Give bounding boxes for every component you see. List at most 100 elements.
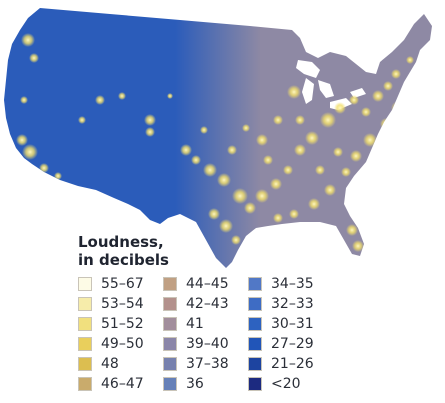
city-light-9 bbox=[118, 92, 126, 100]
legend-item: 44–45 bbox=[163, 275, 229, 293]
city-light-22 bbox=[294, 144, 306, 156]
legend-item: 34–35 bbox=[248, 275, 314, 293]
legend-item: 46–47 bbox=[78, 375, 144, 393]
city-light-54 bbox=[333, 147, 343, 157]
legend-item: 32–33 bbox=[248, 295, 314, 313]
legend-label: <20 bbox=[271, 376, 301, 392]
legend-item: 41 bbox=[163, 315, 204, 333]
legend-title: Loudness, in decibels bbox=[78, 233, 169, 269]
legend-swatch bbox=[163, 297, 177, 311]
city-light-37 bbox=[324, 184, 336, 196]
city-light-12 bbox=[167, 93, 173, 99]
legend-label: 48 bbox=[101, 356, 119, 372]
legend-item: 49–50 bbox=[78, 335, 144, 353]
legend-item: 55–67 bbox=[78, 275, 144, 293]
city-light-44 bbox=[346, 224, 358, 236]
legend-swatch bbox=[163, 277, 177, 291]
legend-label: 51–52 bbox=[101, 316, 144, 332]
legend-item: 39–40 bbox=[163, 335, 229, 353]
legend-label: 34–35 bbox=[271, 276, 314, 292]
city-light-10 bbox=[144, 114, 156, 126]
city-light-28 bbox=[372, 90, 384, 102]
legend-swatch bbox=[163, 377, 177, 391]
legend-label: 30–31 bbox=[271, 316, 314, 332]
legend-title-line2: in decibels bbox=[78, 251, 169, 269]
city-light-15 bbox=[203, 163, 217, 177]
city-light-39 bbox=[289, 209, 299, 219]
city-light-17 bbox=[232, 188, 248, 204]
legend-label: 44–45 bbox=[186, 276, 229, 292]
city-light-51 bbox=[200, 126, 208, 134]
legend-label: 32–33 bbox=[271, 296, 314, 312]
city-light-19 bbox=[255, 189, 269, 203]
legend-swatch bbox=[248, 357, 262, 371]
legend-swatch bbox=[248, 377, 262, 391]
city-light-34 bbox=[363, 133, 377, 147]
city-light-6 bbox=[54, 172, 62, 180]
city-light-48 bbox=[256, 134, 268, 146]
city-light-52 bbox=[263, 155, 273, 165]
city-light-11 bbox=[145, 127, 155, 137]
city-light-53 bbox=[315, 165, 325, 175]
contiguous-us-shape bbox=[4, 8, 432, 268]
legend-label: 49–50 bbox=[101, 336, 144, 352]
legend-item: 30–31 bbox=[248, 315, 314, 333]
city-light-47 bbox=[273, 115, 283, 125]
city-light-29 bbox=[383, 81, 393, 91]
city-light-4 bbox=[22, 144, 38, 160]
city-light-26 bbox=[349, 95, 359, 105]
legend-item: 53–54 bbox=[78, 295, 144, 313]
city-light-13 bbox=[180, 144, 192, 156]
city-light-41 bbox=[219, 219, 233, 233]
city-light-18 bbox=[244, 202, 256, 214]
city-light-45 bbox=[352, 240, 364, 252]
city-light-20 bbox=[270, 178, 282, 190]
city-light-0 bbox=[21, 33, 35, 47]
city-light-8 bbox=[95, 95, 105, 105]
legend-swatch bbox=[78, 337, 92, 351]
legend-swatch bbox=[78, 357, 92, 371]
legend-item: 27–29 bbox=[248, 335, 314, 353]
city-light-16 bbox=[217, 173, 231, 187]
legend-swatch bbox=[248, 337, 262, 351]
city-light-14 bbox=[191, 155, 201, 165]
city-light-21 bbox=[283, 165, 293, 175]
city-light-2 bbox=[20, 96, 28, 104]
city-light-36 bbox=[341, 167, 351, 177]
legend-item: 36 bbox=[163, 375, 204, 393]
legend-label: 27–29 bbox=[271, 336, 314, 352]
city-light-50 bbox=[227, 145, 237, 155]
city-light-25 bbox=[334, 102, 346, 114]
legend-title-line1: Loudness, bbox=[78, 233, 164, 251]
legend-item: 48 bbox=[78, 355, 119, 373]
legend-swatch bbox=[163, 357, 177, 371]
city-light-30 bbox=[391, 69, 401, 79]
city-light-31 bbox=[406, 56, 414, 64]
legend-label: 55–67 bbox=[101, 276, 144, 292]
legend-swatch bbox=[78, 377, 92, 391]
city-light-55 bbox=[295, 115, 305, 125]
legend-item: 42–43 bbox=[163, 295, 229, 313]
legend-label: 53–54 bbox=[101, 296, 144, 312]
legend-label: 41 bbox=[186, 316, 204, 332]
legend-swatch bbox=[248, 317, 262, 331]
city-light-42 bbox=[208, 208, 220, 220]
city-light-3 bbox=[16, 134, 28, 146]
city-light-5 bbox=[39, 163, 49, 173]
city-light-46 bbox=[287, 85, 301, 99]
legend-swatch bbox=[163, 317, 177, 331]
city-light-23 bbox=[305, 131, 319, 145]
city-light-49 bbox=[242, 124, 250, 132]
legend-label: 39–40 bbox=[186, 336, 229, 352]
legend-swatch bbox=[248, 297, 262, 311]
legend-item: <20 bbox=[248, 375, 301, 393]
city-light-7 bbox=[78, 116, 86, 124]
legend-swatch bbox=[78, 317, 92, 331]
city-light-33 bbox=[380, 118, 392, 130]
city-light-24 bbox=[320, 112, 336, 128]
legend-swatch bbox=[78, 297, 92, 311]
legend-label: 36 bbox=[186, 376, 204, 392]
legend-label: 46–47 bbox=[101, 376, 144, 392]
